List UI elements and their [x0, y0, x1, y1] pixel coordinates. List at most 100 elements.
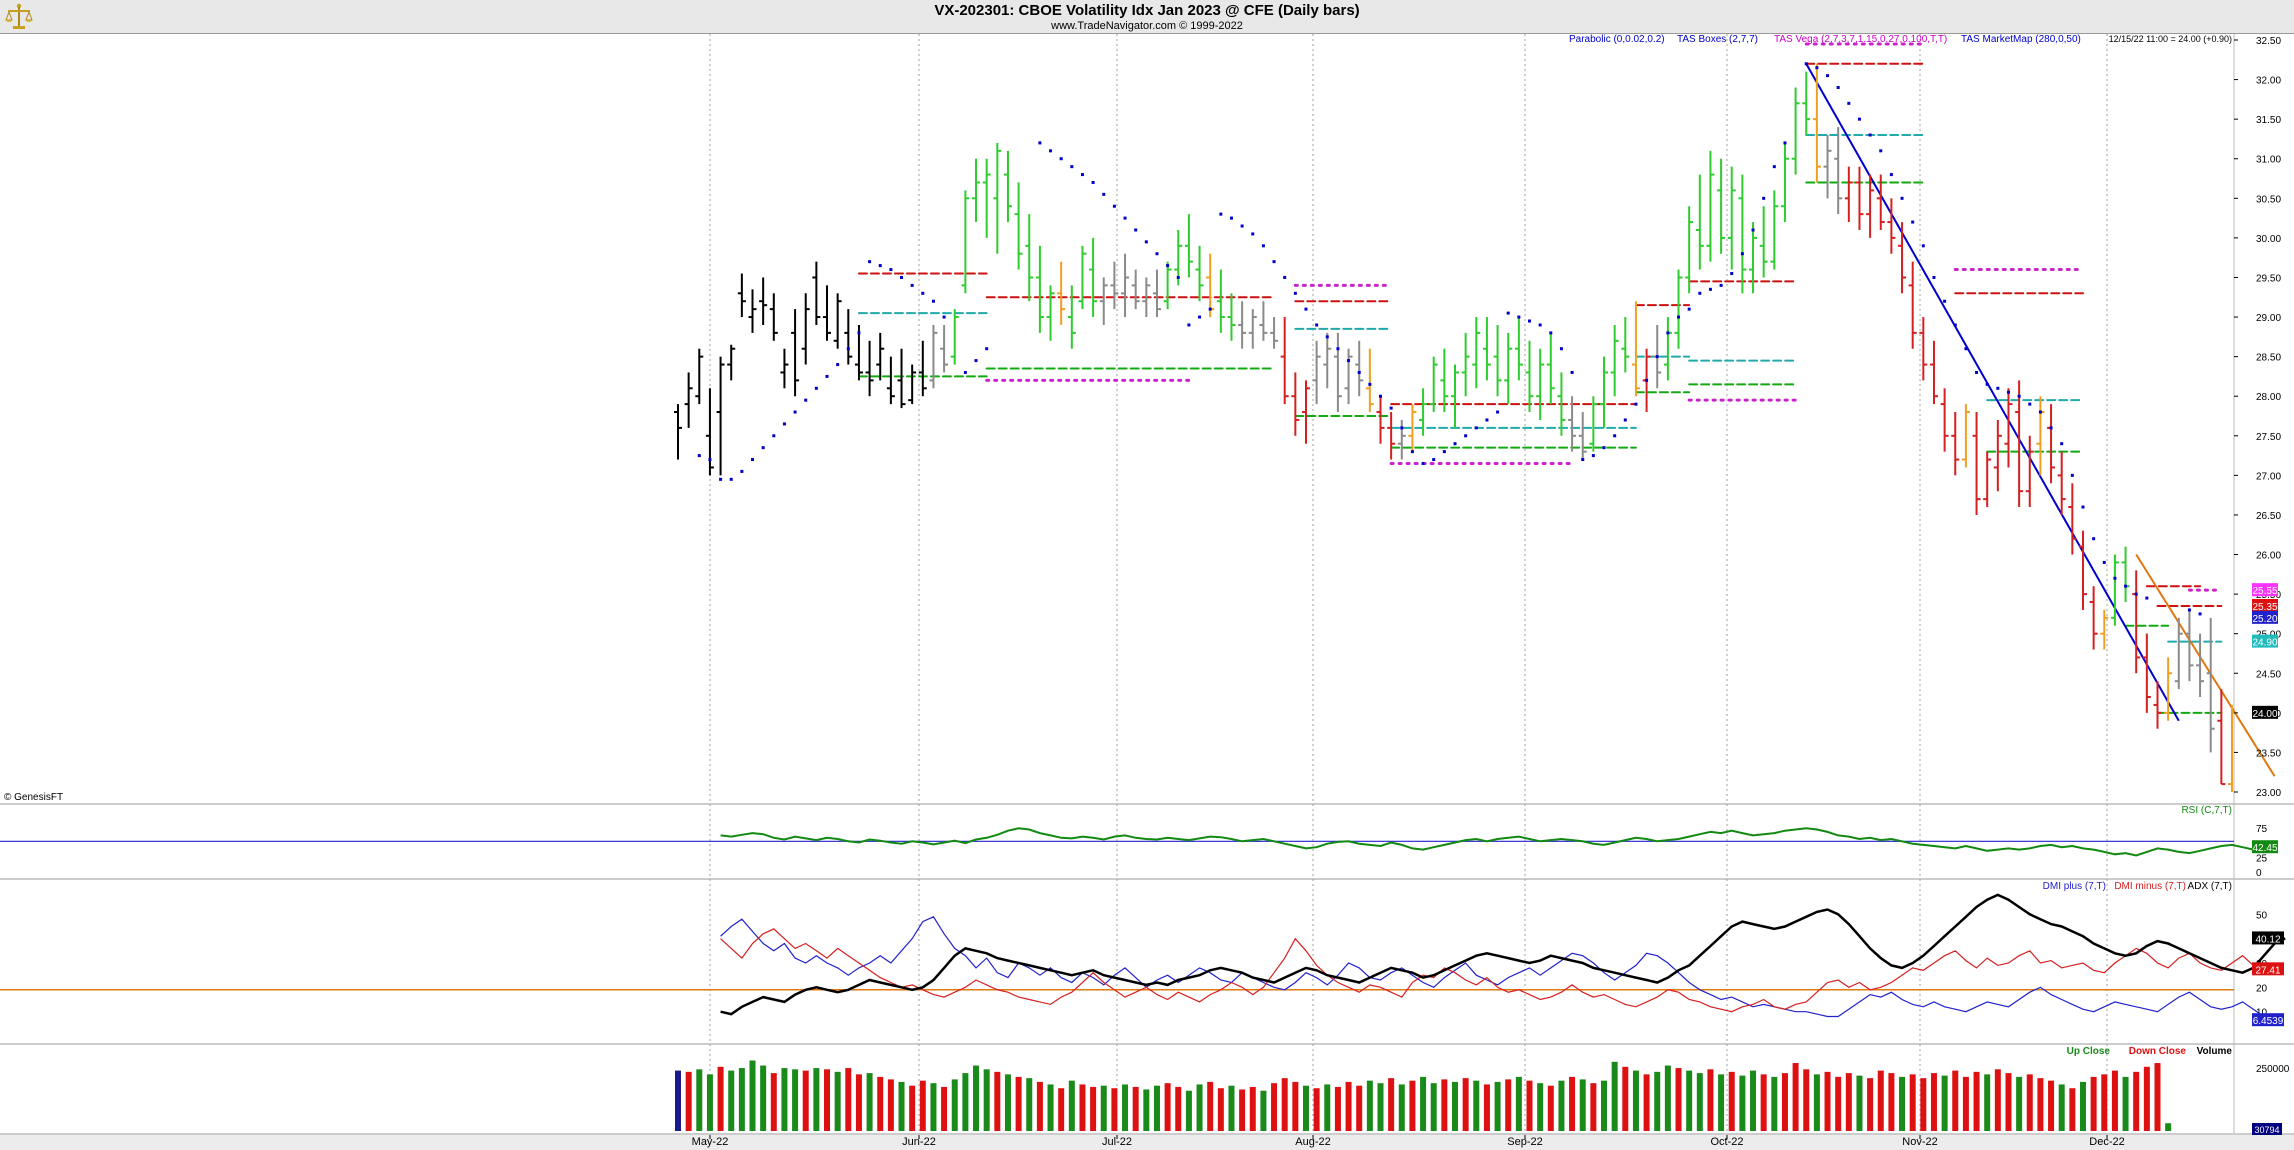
price-tag: 25.35: [2252, 602, 2277, 613]
volume-bar: [1899, 1076, 1906, 1131]
sar-dot: [1889, 173, 1893, 177]
volume-bar: [845, 1068, 852, 1131]
volume-bar: [1505, 1079, 1512, 1131]
sar-dot: [761, 446, 765, 450]
ohlc-bar: [1898, 222, 1907, 294]
volume-bar: [792, 1069, 799, 1131]
ohlc-bar: [1855, 166, 1864, 230]
ohlc-bar: [1993, 419, 2002, 492]
ohlc-bar: [1621, 317, 1630, 373]
volume-bar: [685, 1071, 692, 1131]
ohlc-bar: [982, 158, 991, 238]
ohlc-bar: [674, 404, 682, 460]
ohlc-bar: [1057, 261, 1066, 325]
volume-bar: [1292, 1081, 1299, 1131]
sar-dot: [1389, 406, 1393, 410]
sar-dot: [1400, 426, 1404, 430]
sar-dot: [1943, 299, 1947, 303]
ohlc-bar: [1876, 174, 1885, 230]
ohlc-bar: [897, 348, 906, 409]
volume-bar: [1398, 1084, 1405, 1131]
ohlc-bar: [1451, 364, 1459, 428]
price-tag-bg: [2252, 705, 2278, 719]
ohlc-bar: [1397, 419, 1406, 460]
volume-bar: [1313, 1088, 1320, 1131]
sar-dot: [1517, 315, 1521, 319]
volume-bar: [909, 1085, 916, 1131]
ohlc-bar: [1568, 396, 1577, 452]
sar-dot: [1900, 196, 1904, 200]
sar-dot: [1432, 458, 1436, 462]
rsi-tick-label: 75: [2256, 824, 2268, 835]
volume-bar: [1952, 1070, 1959, 1131]
dmi-tag-bg: [2252, 931, 2284, 945]
volume-bar: [1813, 1074, 1820, 1131]
copyright-label: © GenesisFT: [4, 792, 63, 803]
ohlc-bar: [1163, 261, 1172, 310]
sar-dot: [1144, 240, 1148, 244]
volume-bar: [1068, 1080, 1075, 1131]
ohlc-bar: [1738, 174, 1747, 294]
sar-dot: [846, 347, 850, 351]
sar-dot: [2060, 442, 2064, 446]
price-tick-label: 23.00: [2256, 788, 2281, 799]
x-tick-label: Dec-22: [2089, 1136, 2124, 1148]
sar-dot: [1772, 165, 1776, 169]
ohlc-bar: [1610, 324, 1619, 397]
volume-bar: [2048, 1080, 2055, 1131]
sar-dot: [1591, 454, 1595, 458]
sar-dot: [697, 454, 701, 458]
ohlc-bar: [1940, 388, 1949, 452]
sar-dot: [1198, 315, 1202, 319]
ohlc-bar: [1312, 340, 1321, 405]
sar-dot: [1347, 359, 1351, 363]
volume-bar: [2154, 1063, 2161, 1131]
price-tick-label: 26.00: [2256, 551, 2281, 562]
sar-dot: [1655, 355, 1659, 359]
price-tick-label: 32.50: [2256, 36, 2281, 47]
volume-bar: [675, 1070, 681, 1131]
ohlc-bar: [1472, 317, 1481, 389]
ohlc-bar: [1546, 332, 1555, 405]
sar-dot: [1677, 315, 1681, 319]
sar-dot: [878, 264, 882, 268]
ohlc-bar: [1461, 332, 1470, 397]
ohlc-bar: [1717, 158, 1726, 254]
volume-bar: [898, 1081, 905, 1131]
volume-bar: [2111, 1070, 2118, 1131]
ohlc-bar: [886, 356, 895, 405]
volume-bar: [1622, 1066, 1629, 1131]
dmi-label: DMI minus (7,T): [2114, 881, 2186, 892]
dmi-tag-bg: [2252, 962, 2284, 976]
sar-dot: [1751, 228, 1755, 232]
sar-dot: [1315, 323, 1319, 327]
dmi-tick-label: 50: [2256, 910, 2268, 921]
ohlc-bar: [1035, 245, 1044, 333]
volume-bar: [1728, 1071, 1735, 1131]
sar-dot: [729, 477, 733, 481]
ohlc-bar: [876, 332, 885, 381]
sar-dot: [1240, 224, 1244, 228]
sar-dot: [1730, 272, 1734, 276]
rsi-line: [720, 827, 2276, 857]
sar-dot: [1815, 66, 1819, 70]
sar-dot: [1368, 382, 1372, 386]
ohlc-bar: [1089, 237, 1098, 318]
sar-dot: [1762, 196, 1766, 200]
volume-bar: [760, 1065, 767, 1131]
x-axis-band: [0, 1135, 2294, 1150]
ohlc-bar: [1280, 317, 1289, 405]
sar-dot: [1229, 216, 1233, 220]
volume-bar: [770, 1073, 777, 1131]
price-tick-label: 30.50: [2256, 194, 2281, 205]
sar-dot: [1304, 307, 1308, 311]
sar-dot: [1879, 149, 1883, 153]
volume-bar: [866, 1073, 873, 1131]
volume-bar: [738, 1068, 745, 1131]
x-tick-label: Jun-22: [902, 1136, 936, 1148]
price-tick-label: 32.00: [2256, 76, 2281, 87]
sar-dot: [1506, 311, 1510, 315]
sar-dot: [1996, 386, 2000, 390]
volume-bar: [1632, 1070, 1639, 1131]
chart-title: VX-202301: CBOE Volatility Idx Jan 2023 …: [934, 2, 1360, 19]
